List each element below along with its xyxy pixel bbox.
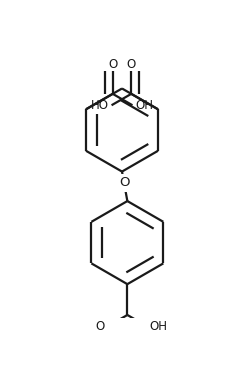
Text: O: O [108, 58, 117, 71]
Text: O: O [127, 58, 136, 71]
Text: O: O [96, 320, 105, 333]
Text: O: O [119, 176, 129, 189]
Text: HO: HO [91, 99, 109, 112]
Text: OH: OH [150, 320, 168, 333]
Text: OH: OH [135, 99, 153, 112]
